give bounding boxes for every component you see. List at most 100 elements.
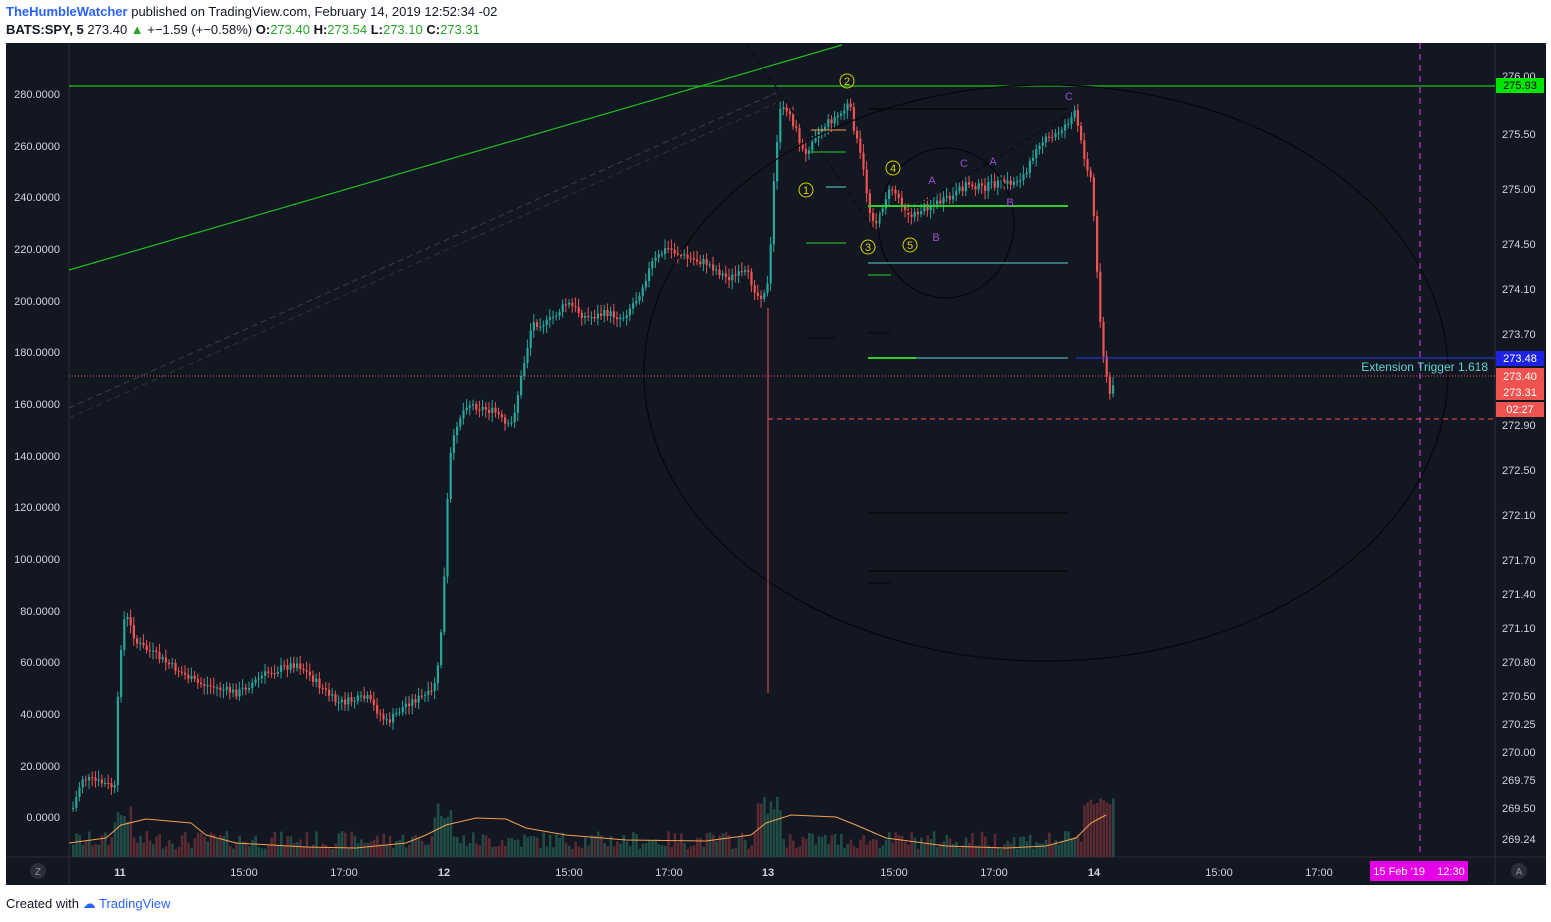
volume-bar (811, 833, 814, 857)
candle-body (884, 198, 887, 209)
volume-bar (203, 836, 206, 857)
volume-bar (622, 834, 625, 857)
left-axis-label: 0.0000 (26, 812, 60, 824)
candle-body (731, 274, 734, 281)
candle-body (670, 248, 673, 251)
candle-body (747, 270, 750, 272)
candle-body (180, 671, 183, 673)
volume-bar (1038, 843, 1041, 857)
volume-bar (190, 847, 193, 857)
volume-bar (843, 847, 846, 857)
volume-bar (670, 846, 673, 857)
time-label: 17:00 (330, 867, 358, 879)
left-axis-label: 220.0000 (14, 244, 60, 256)
candle-body (145, 645, 148, 651)
candle-body (977, 183, 980, 190)
volume-bar (712, 834, 715, 857)
volume-bar (1041, 843, 1045, 857)
candle-body (238, 688, 241, 697)
volume-bar (209, 832, 213, 857)
volume-bar (1044, 839, 1048, 857)
candle-body (862, 152, 865, 170)
candle-body (315, 678, 318, 683)
volume-bar (158, 834, 161, 857)
volume-bar (929, 839, 933, 857)
candle-body (1044, 136, 1047, 143)
volume-bar (638, 848, 641, 857)
candle-body (244, 687, 247, 690)
volume-bar (449, 810, 453, 857)
low-label: L: (370, 22, 383, 37)
volume-bar (1070, 837, 1073, 857)
candle-body (686, 254, 689, 259)
time-axis[interactable]: 11 15:00 17:00 12 15:00 17:00 13 15:00 1… (114, 867, 1333, 879)
candle-body (507, 423, 510, 425)
volume-bar (849, 839, 853, 857)
candle-body (142, 642, 145, 646)
right-axis-label: 272.10 (1502, 510, 1536, 522)
chart-area[interactable]: Extension Trigger 1.618 1 2 3 4 5 A B C … (6, 43, 1546, 885)
symbol-label[interactable]: BATS:SPY, 5 (6, 22, 84, 37)
auto-scale-button[interactable] (1511, 863, 1527, 879)
volume-bar (804, 838, 808, 857)
left-axis-label: 280.0000 (14, 89, 60, 101)
candle-body (513, 412, 516, 423)
volume-bar (961, 845, 965, 857)
price-chart[interactable]: Extension Trigger 1.618 1 2 3 4 5 A B C … (6, 43, 1546, 885)
volume-bar (78, 834, 81, 857)
candle-body (1012, 181, 1015, 185)
candle-body (264, 671, 267, 676)
candle-body (123, 619, 126, 650)
time-label: 15:00 (880, 867, 908, 879)
left-axis-label: 260.0000 (14, 141, 60, 153)
candle-body (72, 807, 75, 809)
candle-body (88, 777, 91, 781)
candle-body (177, 670, 180, 672)
volume-bar (113, 822, 117, 857)
volume-bar (1009, 843, 1013, 857)
candle-body (804, 148, 807, 154)
candle-body (936, 200, 939, 205)
candle-body (1022, 174, 1025, 181)
candle-body (702, 259, 705, 264)
right-axis-label: 273.70 (1502, 329, 1536, 341)
author-link[interactable]: TheHumbleWatcher (6, 4, 128, 19)
volume-bar (91, 845, 94, 857)
volume-bar (468, 842, 472, 857)
zoom-button[interactable] (30, 863, 46, 879)
volume-bar (283, 846, 286, 857)
volume-bar (820, 837, 824, 857)
volume-bar (577, 846, 581, 857)
candle-body (632, 303, 635, 309)
candle-body (916, 212, 919, 215)
volume-bar (1108, 803, 1112, 857)
volume-bar (238, 835, 241, 857)
volume-bar (507, 838, 510, 857)
volume-bar (884, 839, 888, 857)
candle-body (484, 406, 487, 410)
candle-body (216, 687, 219, 689)
candle-body (721, 273, 724, 276)
wave-c2-label: C (1065, 91, 1073, 103)
candle-body (612, 311, 615, 318)
volume-bar (564, 842, 568, 857)
candle-body (184, 672, 187, 675)
volume-bar (952, 843, 955, 857)
tradingview-brand-link[interactable]: TradingView (99, 896, 171, 911)
volume-bar (721, 833, 725, 857)
volume-bar (936, 847, 939, 857)
volume-bar (788, 834, 792, 857)
candle-body (846, 103, 849, 111)
left-price-axis[interactable]: 280.0000 260.0000 240.0000 220.0000 200.… (14, 89, 60, 824)
volume-bar (273, 831, 277, 857)
volume-bar (456, 837, 459, 857)
left-axis-label: 200.0000 (14, 296, 60, 308)
candle-body (814, 137, 817, 142)
volume-bar (110, 837, 113, 857)
candle-body (436, 665, 439, 683)
candle-body (526, 347, 529, 364)
volume-bar (152, 844, 155, 857)
time-label: 15:00 (555, 867, 583, 879)
volume-bar (692, 845, 696, 857)
candle-body (491, 407, 494, 414)
